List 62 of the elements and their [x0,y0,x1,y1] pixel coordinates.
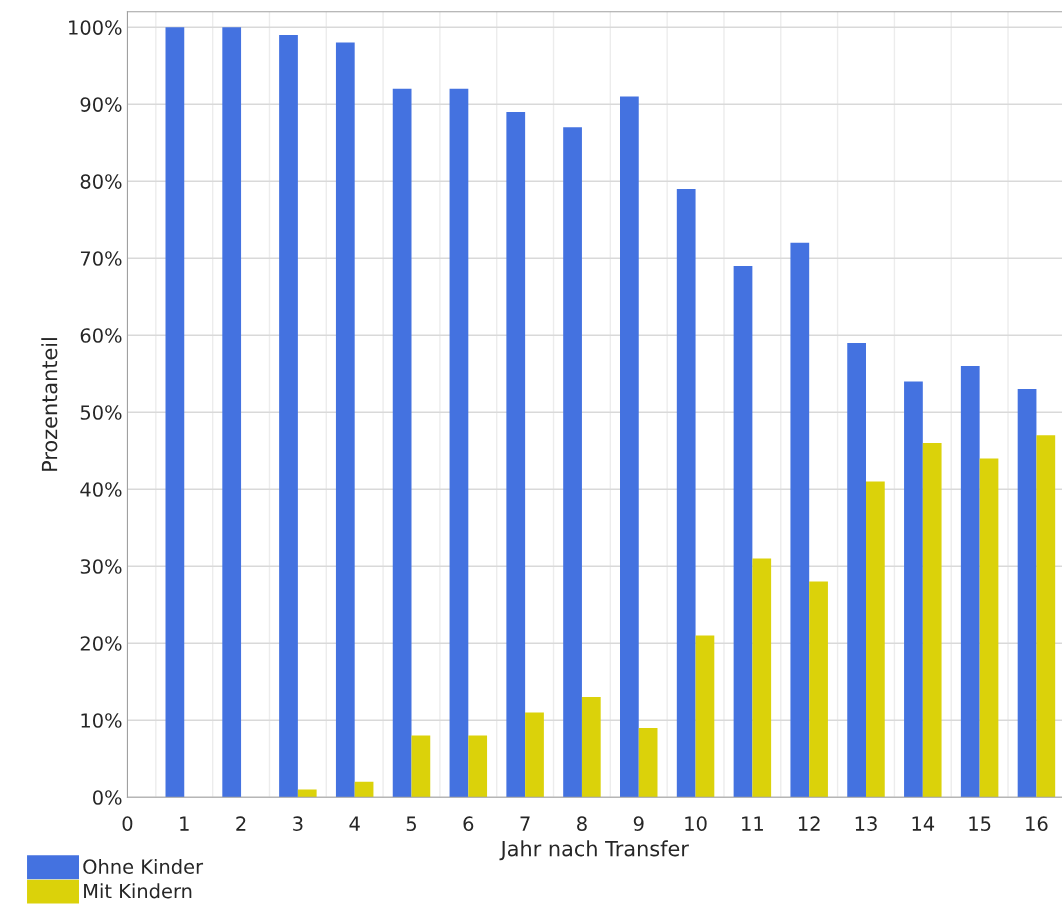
y-tick-label: 0% [93,790,122,805]
bar [960,366,980,798]
bar [695,635,715,798]
bar [354,781,374,798]
y-tick-label: 30% [80,559,122,574]
x-tick-label: 3 [293,816,303,831]
bar [563,127,582,798]
x-tick-label: 14 [912,816,935,831]
bar [279,34,298,798]
y-tick-label: 10% [81,713,122,728]
x-tick-label: 12 [798,816,820,831]
bar [1036,435,1056,798]
y-tick-label: 90% [80,97,122,112]
x-tick-label: 7 [520,816,530,831]
x-tick-label: 15 [969,816,991,831]
bar [904,381,923,798]
bar [620,96,639,798]
x-tick-label: 4 [349,816,360,831]
x-tick-label: 1 [180,816,189,831]
x-tick-label: 16 [1026,816,1048,831]
bar [809,581,828,798]
x-tick-label: 5 [406,816,416,831]
x-tick-label: 8 [577,816,587,831]
bar [790,242,810,798]
bar [525,712,544,798]
x-tick-label: 6 [463,816,474,831]
y-tick-label: 20% [80,636,122,651]
x-tick-label: 13 [855,816,877,831]
bar [847,342,866,798]
bar [335,42,355,798]
bar [392,88,412,798]
bar [922,443,942,798]
y-tick-label: 100% [69,20,122,35]
bar [468,735,488,798]
bar [733,265,753,798]
legend-label: Mit Kindern [84,883,192,899]
bar [222,27,242,798]
bar [449,88,469,798]
y-tick-label: 80% [80,174,122,189]
bar [411,735,431,798]
x-tick-label: 10 [685,816,707,831]
y-tick-label: 40% [80,482,122,497]
bar [165,27,185,798]
bar [979,458,999,798]
x-tick-label: 2 [236,816,246,831]
x-axis-title: Jahr nach Transfer [499,840,689,861]
x-tick-label: 0 [122,816,133,831]
y-tick-label: 60% [80,328,122,343]
y-tick-label: 70% [80,251,122,266]
bar [506,111,526,798]
bar [866,481,885,798]
bar [676,188,696,798]
bar [297,789,317,798]
y-tick-label: 50% [80,405,122,420]
bar [752,558,772,798]
x-tick-label: 11 [742,816,763,831]
bar [581,697,601,798]
bar [638,727,658,798]
legend-label: Ohne Kinder [83,858,204,874]
y-axis-title: Prozentanteil [41,338,58,471]
x-tick-label: 9 [633,816,644,831]
bar [1017,389,1037,798]
